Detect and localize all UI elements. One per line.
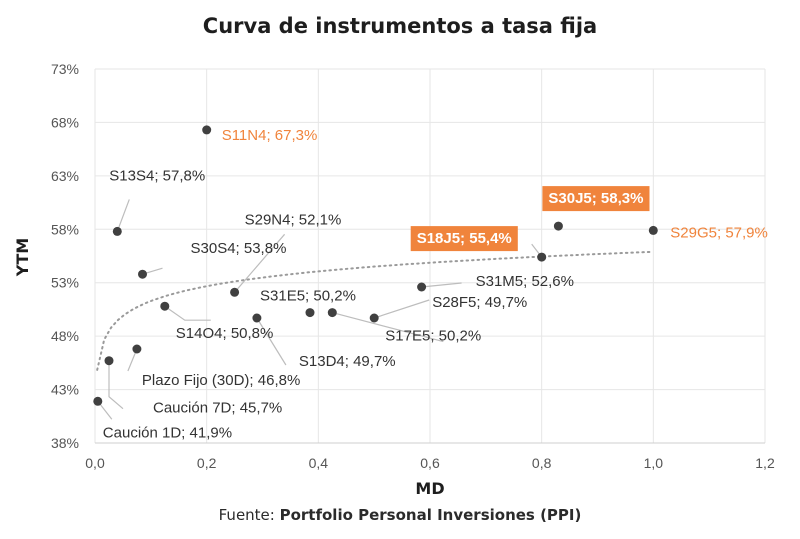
y-tick-label: 68% [51,114,79,130]
source-note: Fuente: Portfolio Personal Inversiones (… [0,506,800,524]
data-label: S14O4; 50,8% [176,325,274,342]
data-point [417,282,427,292]
data-label: S18J5; 55,4% [417,230,512,247]
source-name: Portfolio Personal Inversiones (PPI) [279,506,582,524]
data-label: S31E5; 50,2% [260,288,356,305]
data-point [132,344,142,354]
data-label: Caución 1D; 41,9% [103,424,232,441]
data-point [104,356,114,366]
leader-line [256,317,287,366]
data-labels: S11N4; 67,3% S13S4; 57,8% S30S4; 53,8% S29N… [103,127,768,441]
data-point [553,221,563,231]
x-tick-label: 1,2 [755,455,775,471]
x-tick-label: 1,0 [644,455,664,471]
data-label-box [410,226,518,252]
y-tick-label: 38% [51,435,79,451]
x-tick-label: 0,8 [532,455,552,471]
data-label: S11N4; 67,3% [222,127,318,144]
data-point [537,252,547,262]
y-tick-label: 58% [51,221,79,237]
data-label: S30S4; 53,8% [191,240,287,257]
leader-line [116,199,130,232]
x-tick-label: 0,2 [197,455,217,471]
trendline-path [96,250,655,371]
leader-line [164,305,211,321]
data-label-box [542,186,650,212]
data-label: Caución 7D; 45,7% [153,400,282,417]
data-point [160,301,170,311]
data-label: S13S4; 57,8% [109,167,205,184]
data-point [112,226,122,236]
x-tick-label: 0,4 [309,455,329,471]
x-tick-label: 0,6 [420,455,440,471]
leader-line [108,360,124,410]
data-label: S30J5; 58,3% [548,190,643,207]
data-point [252,313,262,323]
data-label: S13D4; 49,7% [299,353,396,370]
y-tick-label: 63% [51,168,79,184]
y-tick-label: 43% [51,382,79,398]
x-axis-title: MD [415,479,444,498]
data-label: S29N4; 52,1% [245,211,342,228]
data-label: S31M5; 52,6% [476,273,574,290]
data-label: S28F5; 49,7% [432,294,527,311]
leader-line [234,233,286,293]
data-point [327,308,337,318]
data-point [305,308,315,318]
data-point [230,287,240,297]
x-tick-label: 0,0 [85,455,105,471]
data-point [369,313,379,323]
y-axis-title: YTM [13,238,32,277]
data-point [648,225,658,235]
data-point [93,396,103,406]
y-tick-label: 48% [51,328,79,344]
axes: 0,0 0,2 0,4 0,6 0,8 1,0 1,2 38% 43% 48% 53% 58% 63% 6… [51,61,775,471]
leader-line [332,312,444,343]
data-label: S17E5; 50,2% [385,328,481,345]
leader-line [421,282,462,288]
data-points [93,125,658,406]
chart-title: Curva de instrumentos a tasa fija [202,14,598,38]
data-label: Plazo Fijo (30D); 46,8% [142,372,300,389]
leader-line [374,299,430,319]
y-tick-label: 53% [51,275,79,291]
data-label: S29G5; 57,9% [670,224,768,241]
data-point [138,269,147,279]
y-tick-label: 73% [51,61,79,77]
trendline [96,250,655,371]
data-point [202,125,212,135]
source-prefix: Fuente: [218,506,280,524]
